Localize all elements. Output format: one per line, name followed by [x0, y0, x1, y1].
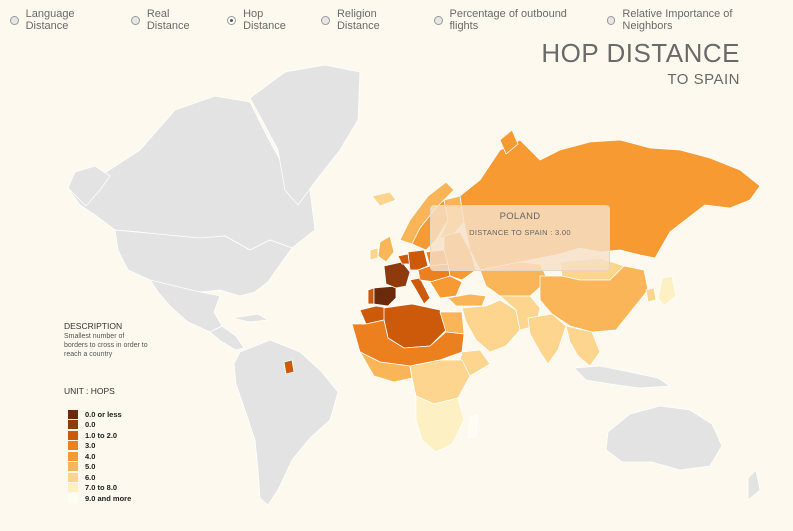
country-uk[interactable] — [377, 235, 395, 263]
legend-item: 1.0 to 2.0 — [68, 430, 131, 441]
tab-religion-distance[interactable]: Religion Distance — [321, 8, 418, 32]
country-alaska[interactable] — [67, 165, 111, 207]
country-iceland[interactable] — [371, 191, 397, 207]
description-panel: DESCRIPTION Smallest number of borders t… — [64, 322, 149, 359]
tab-outbound-flights[interactable]: Percentage of outbound flights — [433, 8, 591, 32]
tab-language-distance[interactable]: Language Distance — [10, 8, 115, 32]
legend-item: 0.0 or less — [68, 409, 131, 420]
tab-label: Hop Distance — [243, 8, 286, 32]
legend-item: 7.0 to 8.0 — [68, 483, 131, 494]
tooltip-value: DISTANCE TO SPAIN : 3.00 — [469, 228, 571, 237]
legend-label: 3.0 — [85, 441, 96, 451]
legend-item: 4.0 — [68, 451, 131, 462]
legend-swatch — [68, 409, 78, 419]
tab-label: Language Distance — [25, 8, 75, 32]
country-japan[interactable] — [657, 275, 677, 307]
tab-label: Relative Importance of Neighbors — [622, 8, 733, 32]
country-tooltip: POLAND DISTANCE TO SPAIN : 3.00 — [430, 205, 610, 271]
radio-icon[interactable] — [433, 15, 443, 25]
radio-icon[interactable] — [131, 15, 140, 25]
country-balkans[interactable] — [429, 275, 463, 299]
legend-label: 7.0 to 8.0 — [85, 483, 118, 493]
legend-label: 1.0 to 2.0 — [85, 430, 118, 440]
legend-label: 9.0 and more — [85, 493, 132, 503]
description-text: Smallest number of borders to cross in o… — [64, 333, 148, 358]
radio-icon[interactable] — [10, 15, 19, 25]
legend-label: 0.0 or less — [85, 409, 122, 419]
legend-swatch — [68, 451, 78, 461]
country-southern-africa[interactable] — [415, 395, 465, 453]
country-novaya-zemlya[interactable] — [499, 129, 519, 155]
legend-swatch — [68, 430, 78, 440]
tab-label: Religion Distance — [336, 8, 380, 32]
legend-swatch — [68, 493, 78, 503]
unit-label: UNIT : HOPS — [64, 386, 115, 396]
tab-real-distance[interactable]: Real Distance — [131, 8, 211, 32]
map-title: HOP DISTANCE TO SPAIN — [541, 38, 740, 88]
country-central-america[interactable] — [209, 325, 245, 351]
country-australia[interactable] — [605, 405, 723, 471]
legend-label: 6.0 — [85, 472, 96, 482]
country-korea[interactable] — [645, 287, 657, 303]
country-italy[interactable] — [409, 277, 431, 305]
radio-checked-icon[interactable] — [227, 15, 237, 25]
country-french-guiana[interactable] — [283, 359, 295, 375]
legend-swatch — [68, 420, 78, 430]
country-madagascar[interactable] — [467, 413, 479, 439]
country-france[interactable] — [383, 261, 411, 289]
legend-label: 0.0 — [85, 420, 96, 430]
legend-item: 6.0 — [68, 472, 131, 483]
legend-label: 4.0 — [85, 451, 96, 461]
legend-item: 9.0 and more — [68, 493, 131, 504]
country-southeast-asia[interactable] — [565, 325, 601, 367]
country-portugal[interactable] — [367, 287, 375, 305]
country-china[interactable] — [539, 265, 649, 333]
title-main: HOP DISTANCE — [541, 38, 740, 68]
legend-swatch — [68, 462, 78, 472]
legend-swatch — [68, 483, 78, 493]
country-indonesia[interactable] — [573, 365, 671, 389]
country-greenland[interactable] — [249, 64, 361, 206]
country-germany[interactable] — [407, 249, 429, 271]
tab-neighbor-importance[interactable]: Relative Importance of Neighbors — [606, 8, 777, 32]
country-usa[interactable] — [114, 229, 293, 297]
radio-icon[interactable] — [606, 15, 616, 25]
title-sub: TO SPAIN — [667, 71, 740, 88]
metric-selector: Language Distance Real Distance Hop Dist… — [10, 8, 793, 32]
legend-swatch — [68, 472, 78, 482]
radio-icon[interactable] — [321, 15, 330, 25]
country-spain[interactable] — [373, 285, 397, 307]
country-ireland[interactable] — [369, 247, 379, 261]
country-turkey[interactable] — [447, 293, 487, 307]
country-india[interactable] — [527, 313, 567, 365]
country-new-zealand[interactable] — [747, 469, 761, 501]
tab-label: Percentage of outbound flights — [449, 8, 567, 32]
legend-item: 0.0 — [68, 420, 131, 431]
description-heading: DESCRIPTION — [64, 321, 123, 331]
country-middle-east[interactable] — [461, 299, 521, 353]
tab-hop-distance[interactable]: Hop Distance — [227, 8, 305, 32]
legend-item: 3.0 — [68, 441, 131, 452]
legend-item: 5.0 — [68, 462, 131, 473]
country-caribbean[interactable] — [231, 313, 269, 323]
country-south-america[interactable] — [233, 339, 339, 506]
legend-label: 5.0 — [85, 462, 96, 472]
color-legend: 0.0 or less 0.0 1.0 to 2.0 3.0 4.0 5.0 6… — [68, 409, 131, 504]
tooltip-country: POLAND — [499, 211, 541, 222]
legend-swatch — [68, 441, 78, 451]
tab-label: Real Distance — [146, 8, 190, 32]
